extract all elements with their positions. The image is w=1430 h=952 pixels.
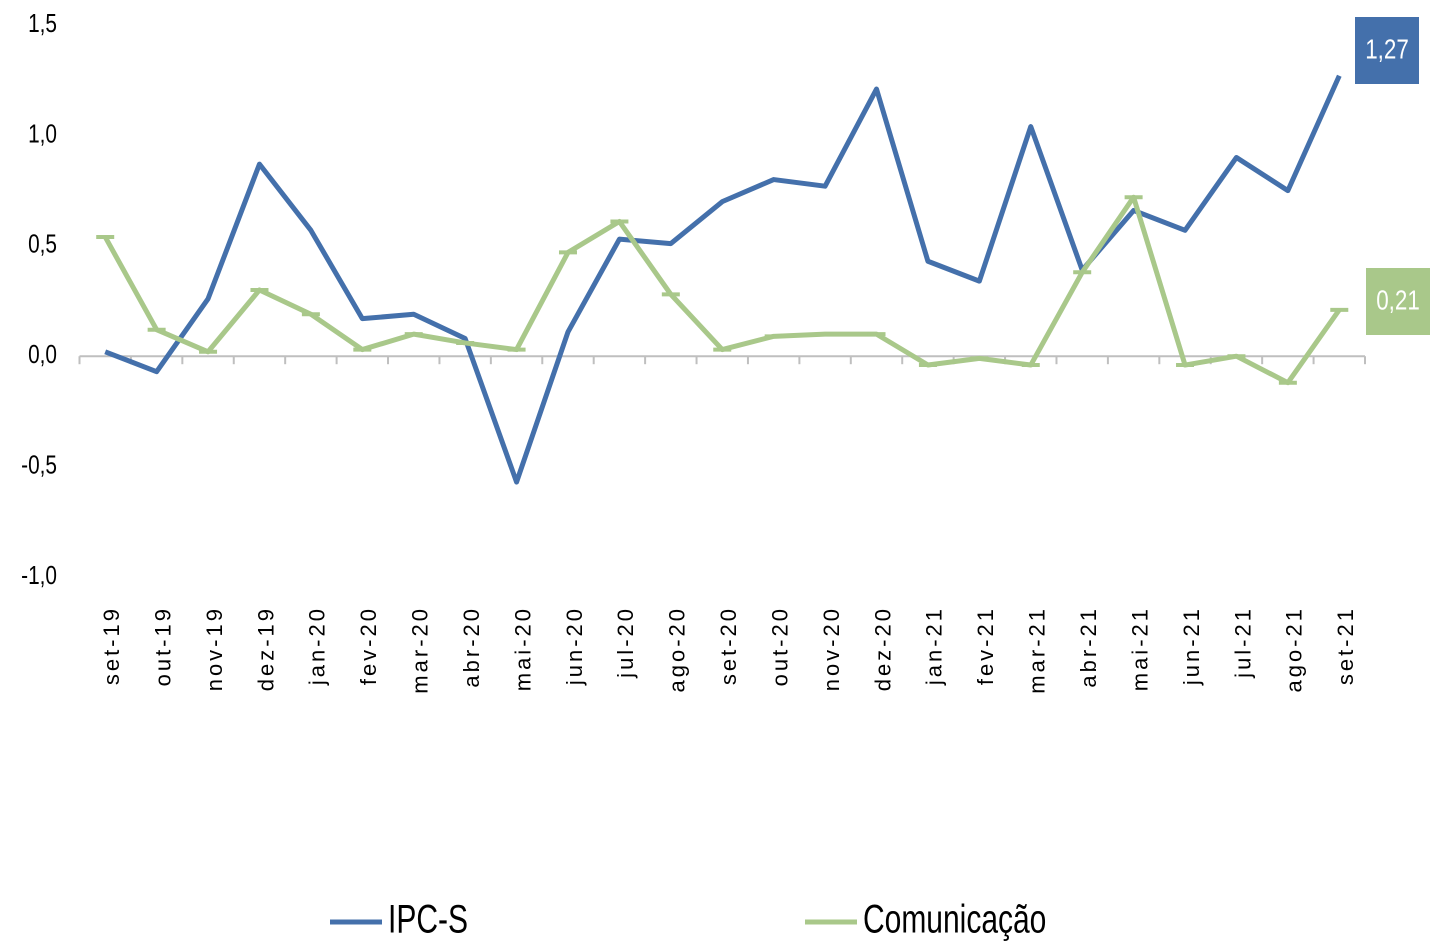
x-tick-label: mar-20 — [408, 606, 433, 694]
x-tick-label: mai-21 — [1127, 606, 1152, 691]
x-tick-label: out-19 — [150, 606, 175, 686]
x-tick-label: abr-21 — [1076, 606, 1101, 688]
series-line — [104, 74, 1342, 485]
x-tick-label: fev-20 — [356, 606, 381, 685]
x-tick-label: set-19 — [99, 606, 124, 685]
y-tick-label: 0,5 — [28, 229, 57, 258]
legend-label: IPC-S — [388, 897, 468, 941]
x-tick-label: jul-21 — [1230, 606, 1255, 679]
x-tick-label: mai-20 — [510, 606, 535, 691]
value-label-box — [1366, 268, 1430, 335]
x-tick-label: mar-21 — [1025, 606, 1050, 694]
x-tick-label: jan-21 — [922, 606, 947, 686]
x-tick-label: set-21 — [1333, 606, 1358, 685]
x-tick-label: out-20 — [767, 606, 792, 686]
x-tick-label: ago-21 — [1282, 606, 1307, 693]
x-tick-label: dez-20 — [870, 606, 895, 691]
value-label-box — [1355, 17, 1419, 84]
y-tick-label: 1,5 — [28, 9, 57, 38]
series-line — [103, 194, 1342, 386]
x-tick-label: dez-19 — [253, 606, 278, 691]
x-tick-label: nov-19 — [202, 606, 227, 691]
x-tick-label: ago-20 — [665, 606, 690, 693]
y-tick-label: -0,5 — [21, 450, 57, 479]
legend-label: Comunicação — [863, 897, 1046, 941]
y-tick-label: 1,0 — [28, 119, 57, 148]
value-label: 1,27 — [1365, 34, 1409, 65]
y-tick-label: 0,0 — [28, 340, 57, 369]
x-tick-label: abr-20 — [459, 606, 484, 688]
x-tick-label: nov-20 — [819, 606, 844, 691]
y-tick-label: -1,0 — [21, 561, 57, 590]
x-tick-label: jun-21 — [1179, 606, 1204, 686]
x-tick-label: jul-20 — [613, 606, 638, 679]
x-tick-label: fev-21 — [973, 606, 998, 685]
value-label: 0,21 — [1376, 285, 1420, 316]
x-tick-label: jun-20 — [562, 606, 587, 686]
x-tick-label: set-20 — [716, 606, 741, 685]
x-tick-label: jan-20 — [305, 606, 330, 686]
